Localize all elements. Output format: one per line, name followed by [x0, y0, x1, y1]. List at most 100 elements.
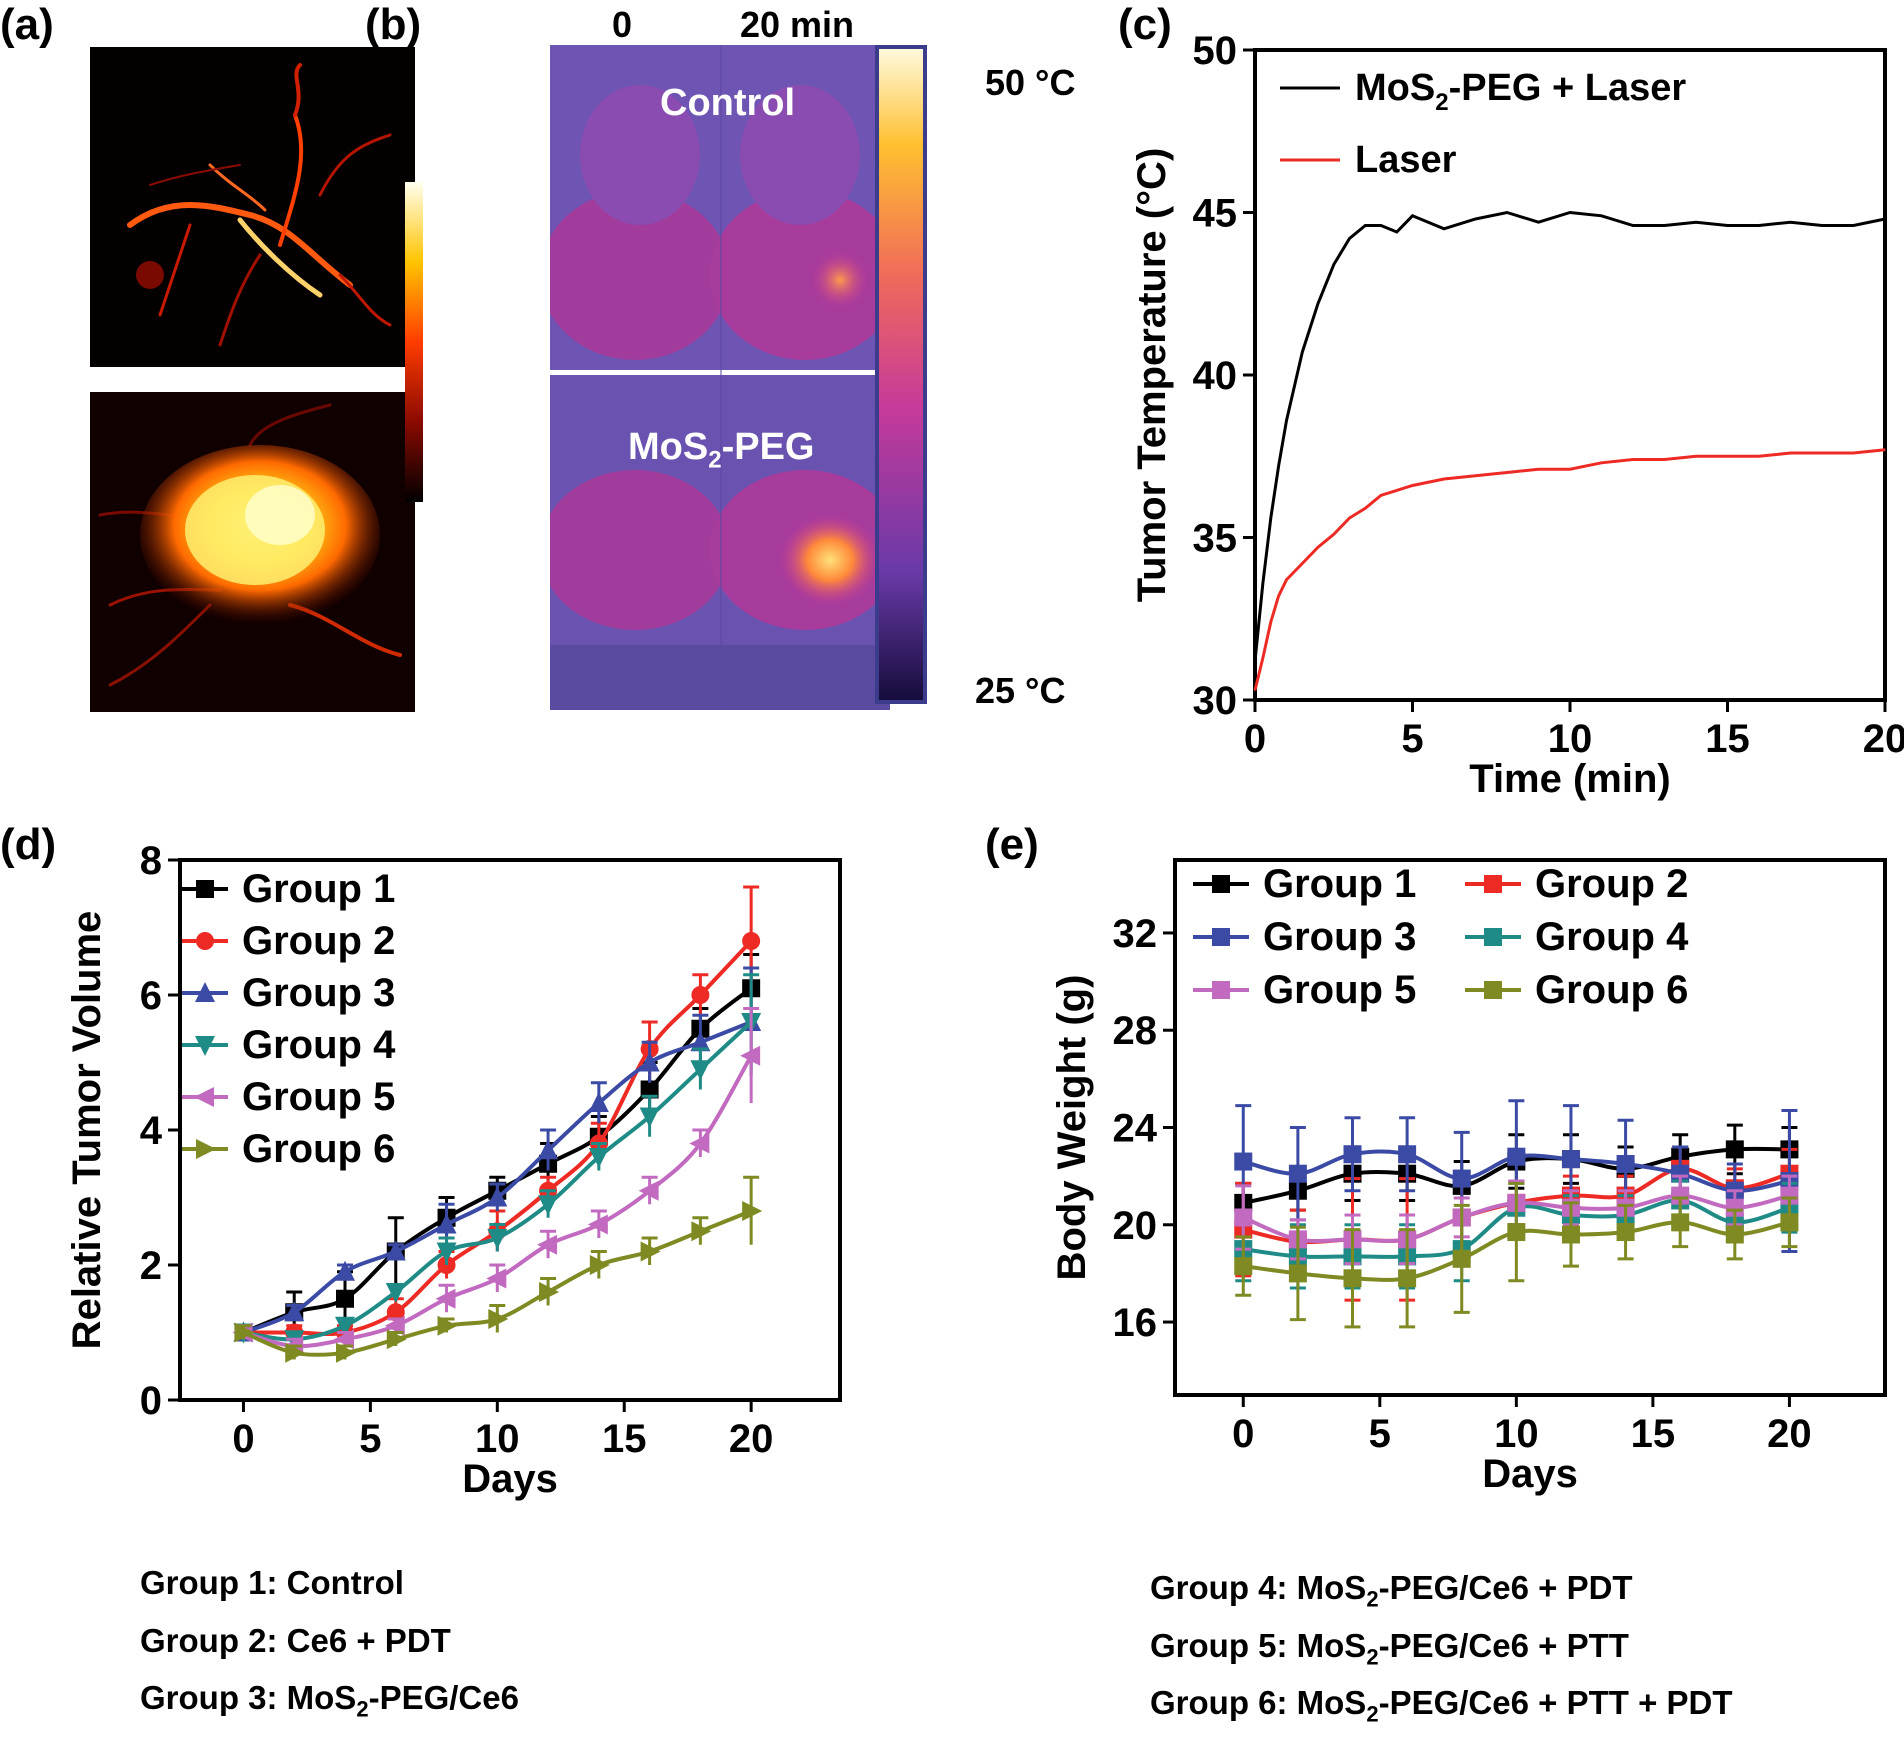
marker	[587, 1214, 608, 1235]
marker	[1507, 1223, 1526, 1242]
legend-label-g4: Group 4	[1535, 915, 1689, 959]
y-tick-label: 45	[1193, 192, 1238, 236]
data-point	[1506, 211, 1508, 214]
data-point	[1278, 595, 1280, 597]
x-tick-label: 15	[1705, 717, 1750, 761]
x-tick-label: 0	[1232, 1412, 1254, 1456]
marker	[1671, 1164, 1690, 1183]
data-point	[1278, 465, 1280, 467]
marker	[234, 1322, 255, 1343]
marker	[1288, 1264, 1307, 1283]
marker	[690, 1060, 711, 1081]
data-point	[1537, 468, 1540, 470]
data-point	[1333, 533, 1335, 535]
marker	[1561, 1150, 1580, 1169]
marker	[1484, 928, 1502, 946]
marker	[1616, 1154, 1635, 1173]
caption-right: Group 4: MoS2-PEG/Ce6 + PDT Group 5: MoS…	[1150, 1565, 1733, 1738]
marker	[336, 1342, 356, 1363]
marker	[588, 1092, 609, 1112]
x-tick-label: 0	[232, 1417, 254, 1461]
data-point	[1285, 579, 1288, 581]
chart-e-body-weight: 0 5 10 15 20 16 20 24 28 32 Group 1 Group 2 Group 3…	[1055, 858, 1887, 1496]
data-point	[1270, 621, 1272, 623]
marker	[1212, 928, 1230, 946]
marker	[1725, 1225, 1744, 1244]
data-point	[1726, 224, 1729, 227]
data-point	[1474, 475, 1477, 477]
panel-label-c: (c)	[1118, 0, 1172, 49]
scale-max-label: 50 °C	[985, 62, 1076, 103]
pa-colorbar	[405, 182, 423, 502]
y-tick-label: 20	[1113, 1204, 1158, 1248]
x-tick-label: 20	[729, 1417, 774, 1461]
marker	[1234, 1152, 1253, 1171]
chart-d-ylabel: Relative Tumor Volume	[70, 911, 109, 1350]
data-point	[1632, 458, 1634, 461]
x-tick-label: 0	[1244, 717, 1266, 761]
marker	[436, 1213, 457, 1234]
data-point	[1364, 224, 1366, 227]
marker	[691, 1221, 712, 1242]
marker	[1343, 1269, 1362, 1288]
marker	[689, 1133, 710, 1154]
data-point	[1789, 221, 1792, 223]
data-point	[1270, 517, 1272, 519]
data-point	[1632, 224, 1634, 227]
marker	[742, 932, 761, 950]
marker	[1212, 981, 1230, 999]
marker	[487, 1186, 508, 1207]
marker	[335, 1260, 355, 1281]
data-point	[1285, 419, 1288, 422]
y-tick-label: 28	[1113, 1009, 1158, 1053]
x-tick-label: 5	[1369, 1412, 1391, 1456]
data-point	[1537, 221, 1540, 223]
y-tick-label: 4	[140, 1109, 163, 1153]
marker	[1452, 1249, 1471, 1268]
marker	[385, 1240, 406, 1261]
marker	[1484, 875, 1502, 893]
data-point	[1411, 215, 1414, 217]
data-point	[1758, 455, 1760, 457]
data-point	[1884, 218, 1886, 220]
data-point	[1317, 302, 1319, 305]
caption-line: Group 5: MoS2-PEG/Ce6 + PTT	[1150, 1626, 1629, 1670]
x-tick-label: 15	[1631, 1412, 1676, 1456]
data-point	[1569, 468, 1571, 470]
marker	[639, 1107, 660, 1128]
marker	[537, 1234, 558, 1255]
marker	[386, 1303, 405, 1322]
marker	[336, 1289, 354, 1308]
series-line-laser	[1253, 448, 1886, 691]
y-tick-label: 2	[140, 1244, 162, 1288]
control-label: Control	[660, 82, 796, 124]
x-tick-label: 5	[1401, 717, 1423, 761]
legend-label-g3: Group 3	[242, 971, 395, 1015]
data-point	[1506, 471, 1508, 474]
legend-label-g5: Group 5	[1263, 968, 1416, 1012]
marker	[196, 1139, 216, 1159]
marker	[384, 1315, 405, 1336]
marker	[1780, 1186, 1799, 1205]
caption-line: Group 3: MoS2-PEG/Ce6	[140, 1679, 519, 1722]
y-tick-label: 6	[140, 974, 162, 1018]
marker	[538, 1195, 559, 1216]
data-point	[1301, 562, 1303, 565]
marker	[488, 1309, 509, 1329]
marker	[1398, 1145, 1417, 1164]
marker	[487, 1229, 508, 1249]
legend-laser: Laser	[1355, 139, 1457, 181]
x-tick-label: 5	[359, 1417, 381, 1461]
marker	[195, 1036, 215, 1056]
chart-e-ylabel: Body Weight (g)	[1055, 975, 1094, 1281]
marker	[436, 1242, 457, 1263]
caption-line: Group 2: Ce6 + PDT	[140, 1621, 451, 1659]
marker	[194, 1087, 214, 1107]
panel-label-d: (d)	[0, 820, 57, 869]
data-point	[1348, 237, 1351, 240]
data-point	[1380, 494, 1382, 496]
marker	[1343, 1145, 1362, 1164]
vessel-image-before	[90, 47, 415, 367]
marker	[588, 1148, 609, 1168]
chart-c-temperature: 0 5 10 15 20 30 35 40 45 50 MoS2-PEG + Laser Laser…	[1130, 30, 1904, 801]
